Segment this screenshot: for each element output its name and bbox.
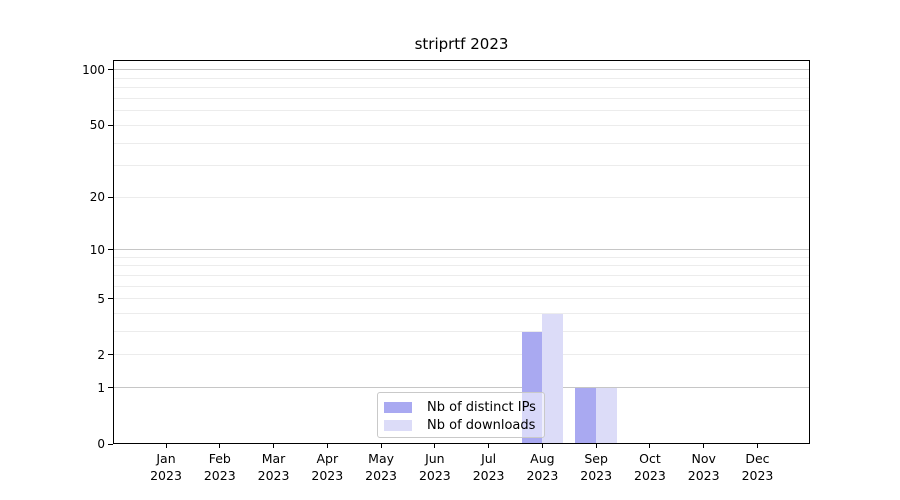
y-tick-label: 20 bbox=[89, 190, 105, 205]
x-tick-mark bbox=[165, 444, 167, 448]
x-tick-mark bbox=[488, 444, 490, 448]
x-tick-label: Sep 2023 bbox=[568, 451, 624, 484]
x-tick-mark bbox=[595, 444, 597, 448]
y-tick-label: 50 bbox=[89, 118, 105, 133]
x-tick-year: 2023 bbox=[150, 467, 182, 483]
y-tick-mark bbox=[108, 443, 113, 445]
x-tick-month: Jan bbox=[156, 451, 176, 466]
x-tick-mark bbox=[273, 444, 275, 448]
y-tick-mark bbox=[108, 298, 113, 300]
legend-label-distinct-ips: Nb of distinct IPs bbox=[427, 399, 536, 415]
y-gridline-minor bbox=[113, 110, 810, 112]
x-tick-month: Feb bbox=[208, 451, 231, 466]
x-tick-year: 2023 bbox=[203, 467, 236, 483]
y-gridline-major bbox=[113, 249, 810, 251]
y-tick-label: 0 bbox=[97, 437, 105, 451]
x-tick-mark bbox=[649, 444, 651, 448]
x-tick-year: 2023 bbox=[257, 467, 290, 483]
x-tick-label: Jun 2023 bbox=[407, 451, 463, 484]
y-tick-mark bbox=[108, 387, 113, 389]
legend: Nb of distinct IPs Nb of downloads bbox=[377, 392, 545, 438]
legend-label-downloads: Nb of downloads bbox=[427, 417, 536, 433]
x-tick-mark bbox=[434, 444, 436, 448]
x-tick-label: Jan 2023 bbox=[138, 451, 194, 484]
x-tick-year: 2023 bbox=[365, 467, 397, 483]
bar-nb-of-downloads bbox=[596, 387, 617, 444]
legend-swatch-downloads bbox=[384, 419, 412, 431]
x-tick-mark bbox=[380, 444, 382, 448]
x-tick-label: Aug 2023 bbox=[514, 451, 570, 484]
y-gridline-major bbox=[113, 69, 810, 71]
y-tick-mark bbox=[108, 354, 113, 356]
chart-title: striprtf 2023 bbox=[414, 35, 509, 53]
x-tick-month: Mar bbox=[261, 451, 286, 466]
x-tick-label: Apr 2023 bbox=[299, 451, 355, 484]
y-gridline-minor bbox=[113, 98, 810, 100]
x-tick-label: Nov 2023 bbox=[676, 451, 732, 484]
x-tick-month: Jun bbox=[425, 451, 445, 466]
y-gridline-minor bbox=[113, 298, 810, 300]
x-tick-label: Jul 2023 bbox=[461, 451, 517, 484]
x-tick-year: 2023 bbox=[526, 467, 559, 483]
x-tick-mark bbox=[756, 444, 758, 448]
x-tick-month: Dec bbox=[745, 451, 770, 466]
x-tick-mark bbox=[703, 444, 705, 448]
y-gridline-minor bbox=[113, 77, 810, 79]
y-gridline-minor bbox=[113, 313, 810, 315]
x-tick-year: 2023 bbox=[634, 467, 666, 483]
x-tick-month: May bbox=[368, 451, 394, 466]
y-tick-label: 2 bbox=[97, 347, 105, 362]
y-tick-label: 100 bbox=[82, 62, 105, 77]
x-tick-year: 2023 bbox=[580, 467, 613, 483]
y-tick-mark bbox=[108, 196, 113, 198]
y-gridline-minor bbox=[113, 285, 810, 287]
y-gridline-minor bbox=[113, 196, 810, 198]
y-tick-mark bbox=[108, 249, 113, 251]
y-gridline-minor bbox=[113, 124, 810, 126]
legend-item-distinct-ips: Nb of distinct IPs bbox=[384, 399, 544, 415]
x-tick-label: May 2023 bbox=[353, 451, 409, 484]
bar-nb-of-downloads bbox=[542, 313, 564, 444]
x-tick-label: Mar 2023 bbox=[246, 451, 302, 484]
x-tick-month: Jul bbox=[481, 451, 497, 466]
x-tick-year: 2023 bbox=[418, 467, 451, 483]
x-tick-mark bbox=[541, 444, 543, 448]
bar-nb-of-distinct-ips bbox=[575, 387, 597, 444]
x-tick-month: Oct bbox=[639, 451, 661, 466]
x-tick-month: Apr bbox=[316, 451, 339, 466]
x-tick-month: Aug bbox=[530, 451, 555, 466]
x-tick-label: Oct 2023 bbox=[622, 451, 678, 484]
x-tick-month: Nov bbox=[691, 451, 716, 466]
y-tick-label: 5 bbox=[97, 291, 105, 306]
y-gridline-minor bbox=[113, 354, 810, 356]
x-tick-year: 2023 bbox=[687, 467, 720, 483]
y-gridline-minor bbox=[113, 142, 810, 144]
plot-area bbox=[108, 60, 810, 448]
legend-swatch-distinct-ips bbox=[384, 401, 412, 413]
y-gridline-minor bbox=[113, 331, 810, 333]
y-gridline-minor bbox=[113, 265, 810, 267]
legend-item-downloads: Nb of downloads bbox=[384, 417, 544, 433]
x-tick-year: 2023 bbox=[741, 467, 774, 483]
x-tick-year: 2023 bbox=[472, 467, 505, 483]
y-tick-mark bbox=[108, 69, 113, 71]
x-tick-label: Feb 2023 bbox=[192, 451, 248, 484]
y-gridline-minor bbox=[113, 87, 810, 89]
y-tick-label: 1 bbox=[97, 380, 105, 395]
y-tick-mark bbox=[108, 124, 113, 126]
y-gridline-major bbox=[113, 387, 810, 389]
y-gridline-minor bbox=[113, 256, 810, 258]
x-tick-month: Sep bbox=[584, 451, 608, 466]
x-tick-year: 2023 bbox=[311, 467, 344, 483]
x-tick-mark bbox=[219, 444, 221, 448]
x-tick-mark bbox=[326, 444, 328, 448]
x-tick-label: Dec 2023 bbox=[729, 451, 785, 484]
y-tick-label: 10 bbox=[89, 242, 105, 257]
y-gridline-minor bbox=[113, 274, 810, 276]
y-gridline-minor bbox=[113, 165, 810, 167]
